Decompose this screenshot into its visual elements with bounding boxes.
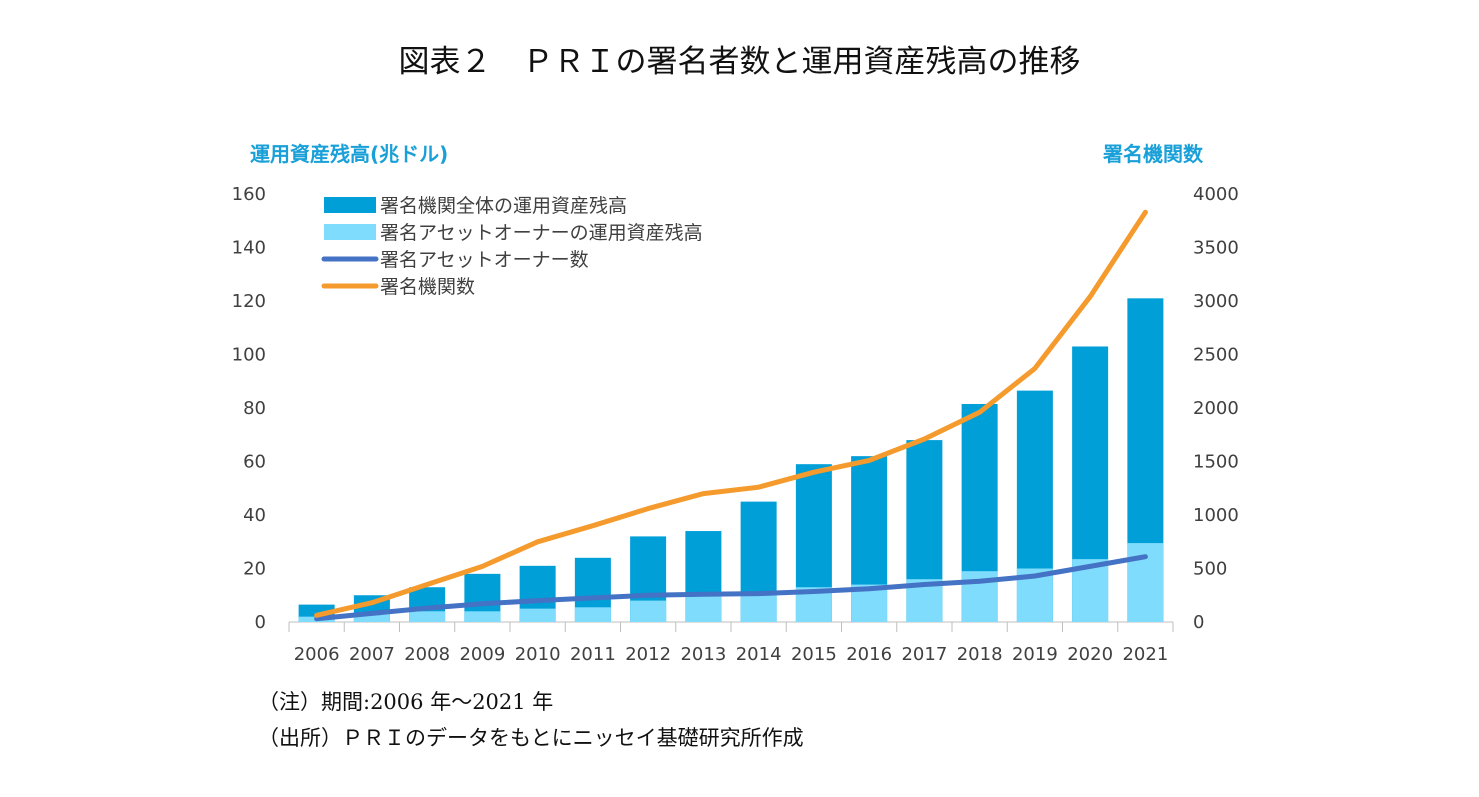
bar-owner-aum — [409, 611, 446, 622]
bar-owner-aum — [630, 600, 667, 622]
left-axis-title: 運用資産残高(兆ドル) — [250, 142, 449, 166]
y-tick-label: 80 — [243, 398, 266, 419]
legend-swatch-total-aum — [324, 197, 376, 213]
y2-tick-label: 1000 — [1193, 505, 1239, 526]
bar-owner-aum — [464, 611, 501, 622]
bar-owner-aum — [685, 595, 722, 622]
x-tick-label: 2009 — [459, 644, 505, 665]
note-period: （注）期間:2006 年～2021 年 — [258, 690, 554, 714]
legend-label: 署名アセットオーナー数 — [380, 249, 589, 271]
y2-tick-label: 3000 — [1193, 291, 1239, 312]
bar-owner-aum — [353, 613, 390, 622]
bar-owner-aum — [519, 608, 556, 622]
legend-label: 署名機関全体の運用資産残高 — [380, 195, 627, 217]
line-signatories — [314, 209, 1148, 618]
x-tick-label: 2017 — [901, 644, 947, 665]
y2-tick-label: 500 — [1193, 559, 1227, 580]
x-tick-label: 2019 — [1012, 644, 1058, 665]
y-tick-label: 40 — [243, 505, 266, 526]
x-tick-label: 2008 — [404, 644, 450, 665]
legend-swatch-owner-aum — [324, 224, 376, 240]
legend-label: 署名アセットオーナーの運用資産残高 — [380, 222, 703, 244]
y-tick-label: 20 — [243, 559, 266, 580]
y2-tick-label: 0 — [1193, 612, 1204, 633]
y2-tick-label: 4000 — [1193, 184, 1239, 205]
y2-tick-label: 3500 — [1193, 238, 1239, 259]
y2-tick-label: 2500 — [1193, 345, 1239, 366]
bars — [298, 298, 1164, 622]
y-tick-label: 60 — [243, 452, 266, 473]
x-tick-label: 2010 — [515, 644, 561, 665]
lines — [314, 209, 1148, 622]
y-tick-label: 0 — [255, 612, 266, 633]
x-tick-label: 2018 — [957, 644, 1003, 665]
y2-tick-label: 2000 — [1193, 398, 1239, 419]
bar-owner-aum — [740, 592, 777, 622]
y-tick-label: 120 — [232, 291, 266, 312]
note-source: （出所）ＰＲＩのデータをもとにニッセイ基礎研究所作成 — [258, 726, 804, 750]
line-owner-count — [314, 554, 1148, 622]
x-tick-label: 2006 — [294, 644, 340, 665]
legend: 署名機関全体の運用資産残高署名アセットオーナーの運用資産残高署名アセットオーナー… — [321, 195, 703, 298]
legend-label: 署名機関数 — [380, 276, 475, 298]
y2-tick-label: 1500 — [1193, 452, 1239, 473]
x-tick-label: 2021 — [1122, 644, 1168, 665]
chart-title: 図表２ ＰＲＩの署名者数と運用資産残高の推移 — [398, 44, 1081, 80]
bar-owner-aum — [574, 607, 611, 622]
x-tick-label: 2014 — [736, 644, 782, 665]
y-tick-label: 140 — [232, 238, 266, 259]
x-tick-label: 2012 — [625, 644, 671, 665]
y-tick-label: 100 — [232, 345, 266, 366]
x-tick-label: 2020 — [1067, 644, 1113, 665]
axes: 0 20 40 60 80 100 120 140 160 0 500 1000 1500 2000 250… — [232, 184, 1239, 665]
x-tick-label: 2016 — [846, 644, 892, 665]
right-axis-title: 署名機関数 — [1103, 142, 1203, 166]
y-tick-label: 160 — [232, 184, 266, 205]
x-tick-label: 2013 — [680, 644, 726, 665]
x-tick-label: 2011 — [570, 644, 616, 665]
x-tick-label: 2015 — [791, 644, 837, 665]
x-tick-label: 2007 — [349, 644, 395, 665]
